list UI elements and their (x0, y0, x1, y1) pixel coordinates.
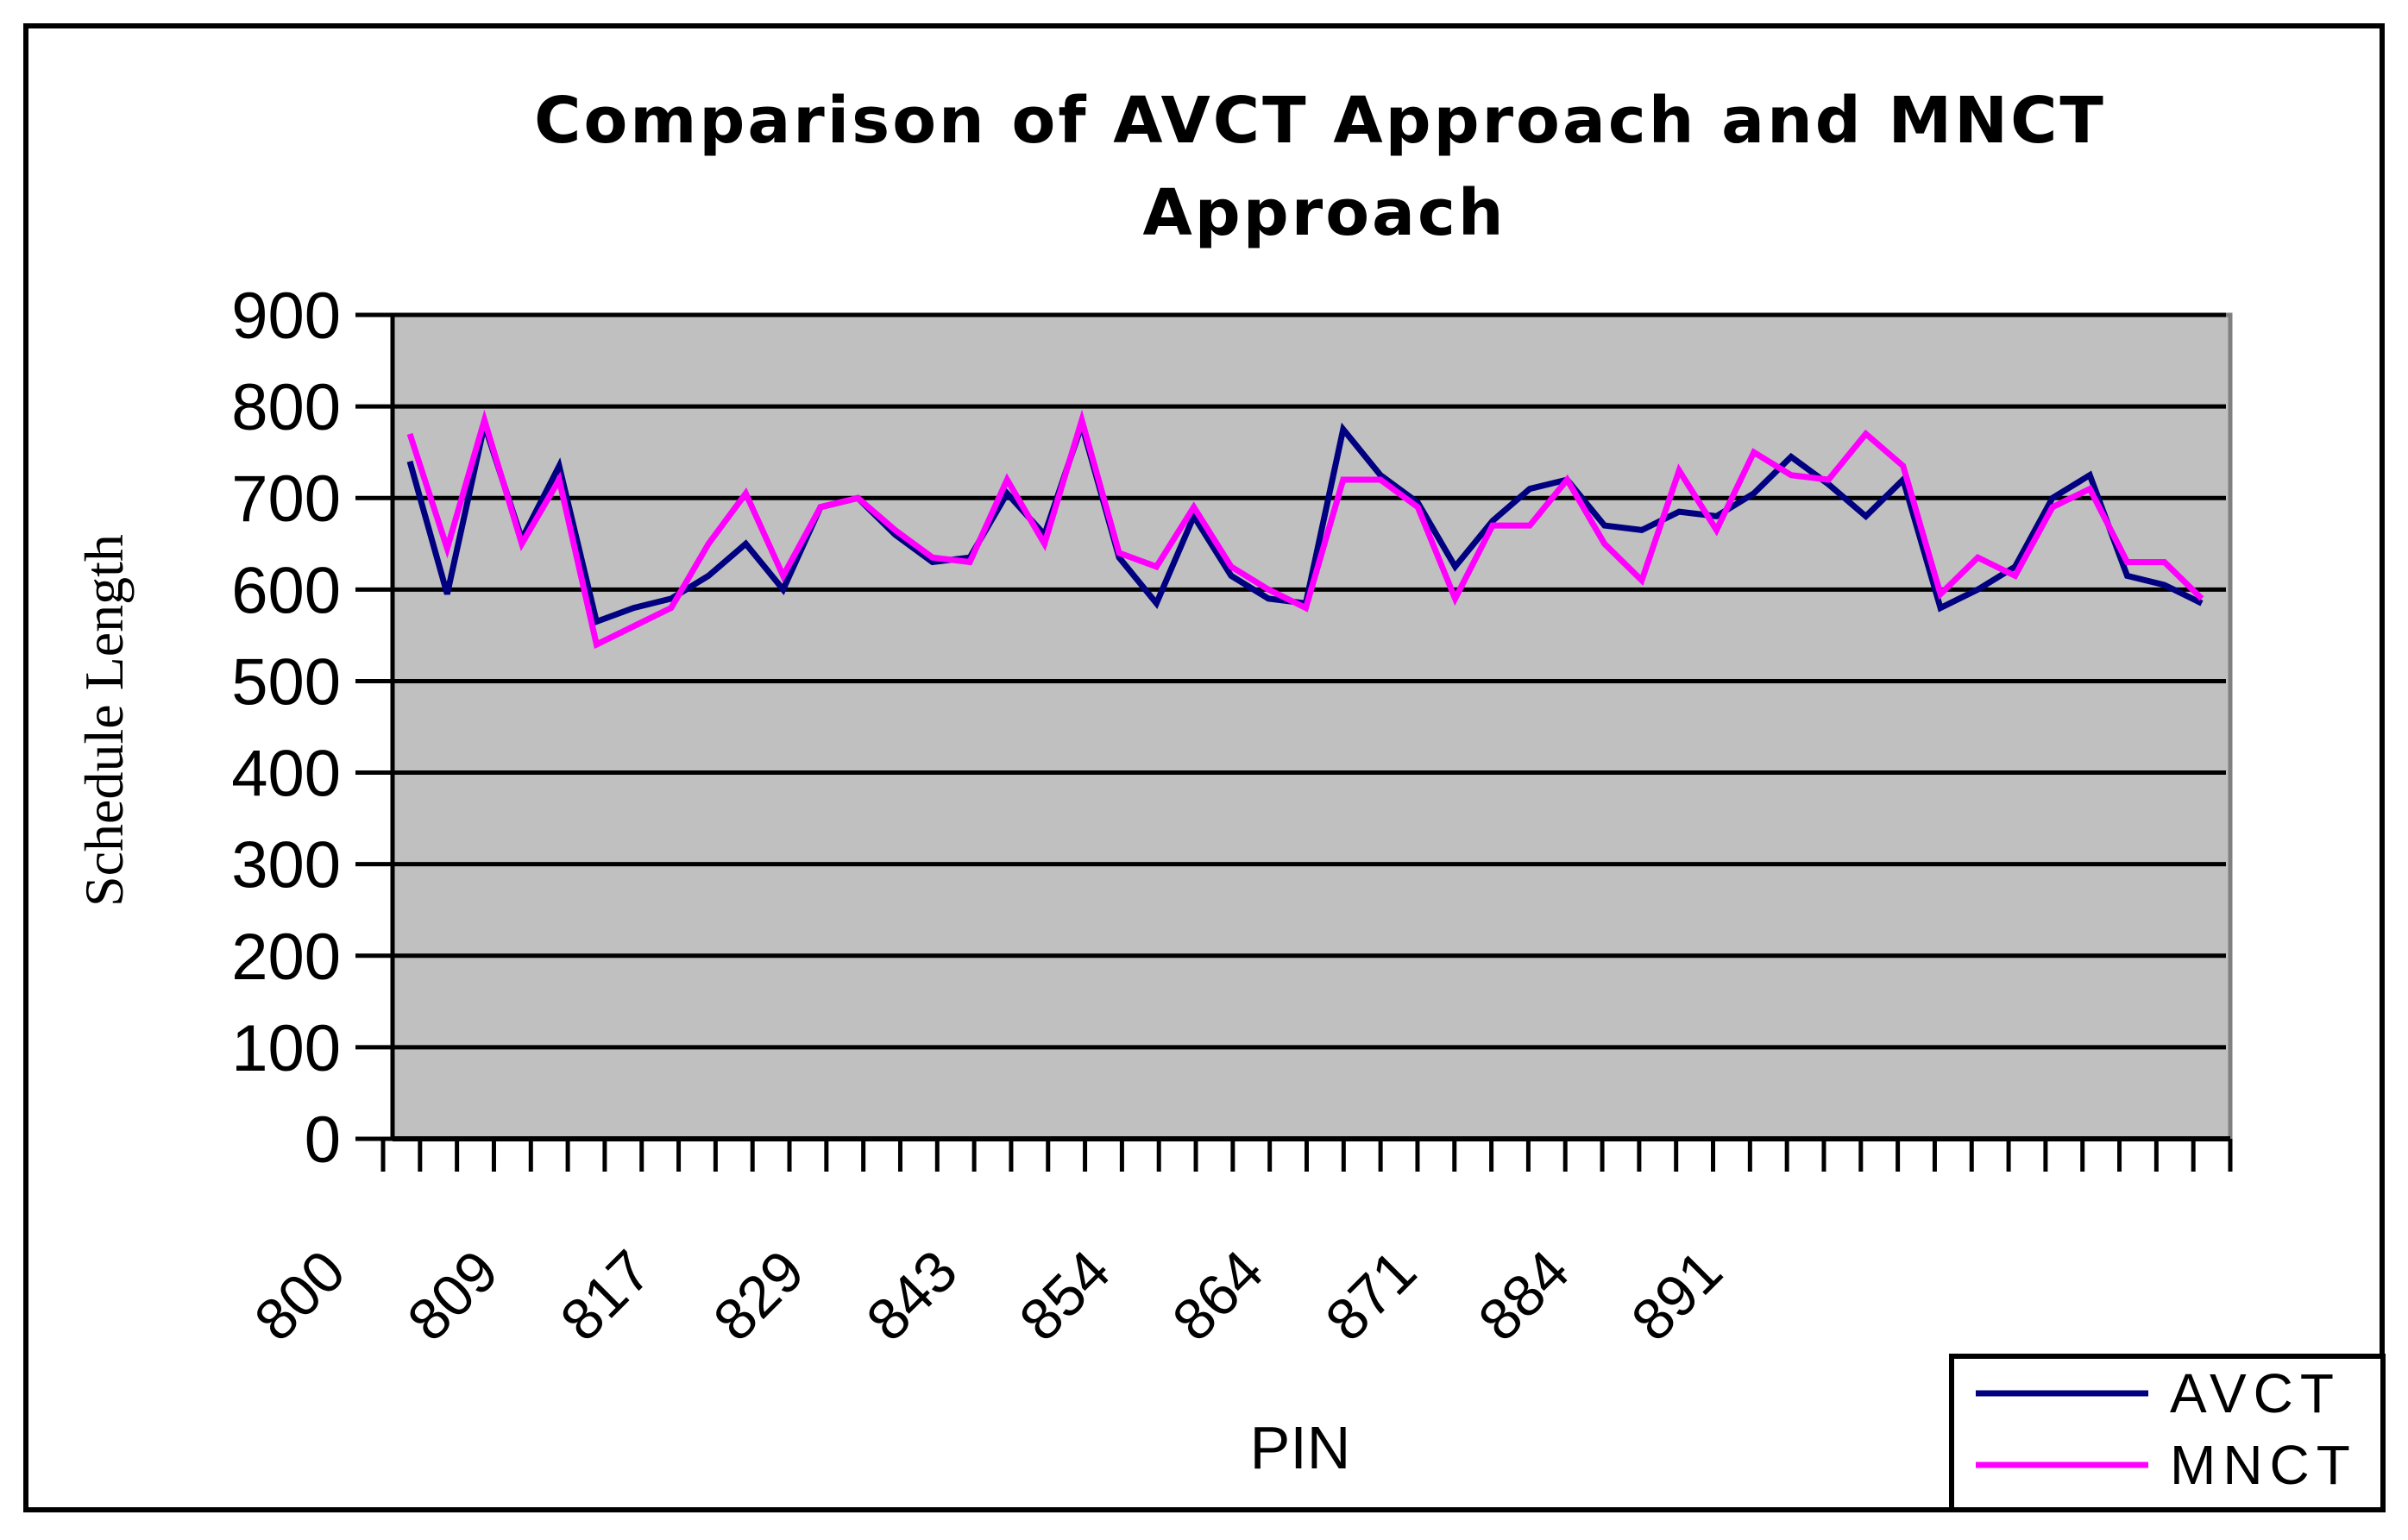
legend-avct-label: AVCT (2170, 1362, 2341, 1424)
legend-mnct-label: MNCT (2170, 1434, 2357, 1496)
y-tick-label: 100 (231, 1012, 341, 1085)
x-axis-label: PIN (1250, 1414, 1351, 1481)
y-tick-label: 900 (231, 280, 341, 353)
y-axis: 0 100 200 300 400 500 600 700 800 900 (231, 280, 395, 1177)
y-tick-label: 400 (231, 738, 341, 811)
y-tick-label: 600 (231, 554, 341, 627)
y-tick-label: 700 (231, 462, 341, 536)
chart-title-line-1: Comparison of AVCT Approach and MNCT (534, 84, 2106, 158)
plot-area (390, 312, 2233, 1141)
legend: AVCT MNCT (1949, 1354, 2386, 1512)
y-tick-label: 200 (231, 921, 341, 994)
y-tick-label: 300 (231, 829, 341, 902)
y-tick-label: 800 (231, 371, 341, 444)
chart-title-line-2: Approach (1142, 176, 1506, 250)
y-tick-label: 500 (231, 645, 341, 719)
legend-box (1949, 1354, 2386, 1512)
y-tick-label: 0 (305, 1103, 341, 1177)
series-line-mnct (406, 409, 2204, 650)
y-axis-label: Schedule Length (73, 534, 135, 907)
series-lines (406, 409, 2204, 650)
